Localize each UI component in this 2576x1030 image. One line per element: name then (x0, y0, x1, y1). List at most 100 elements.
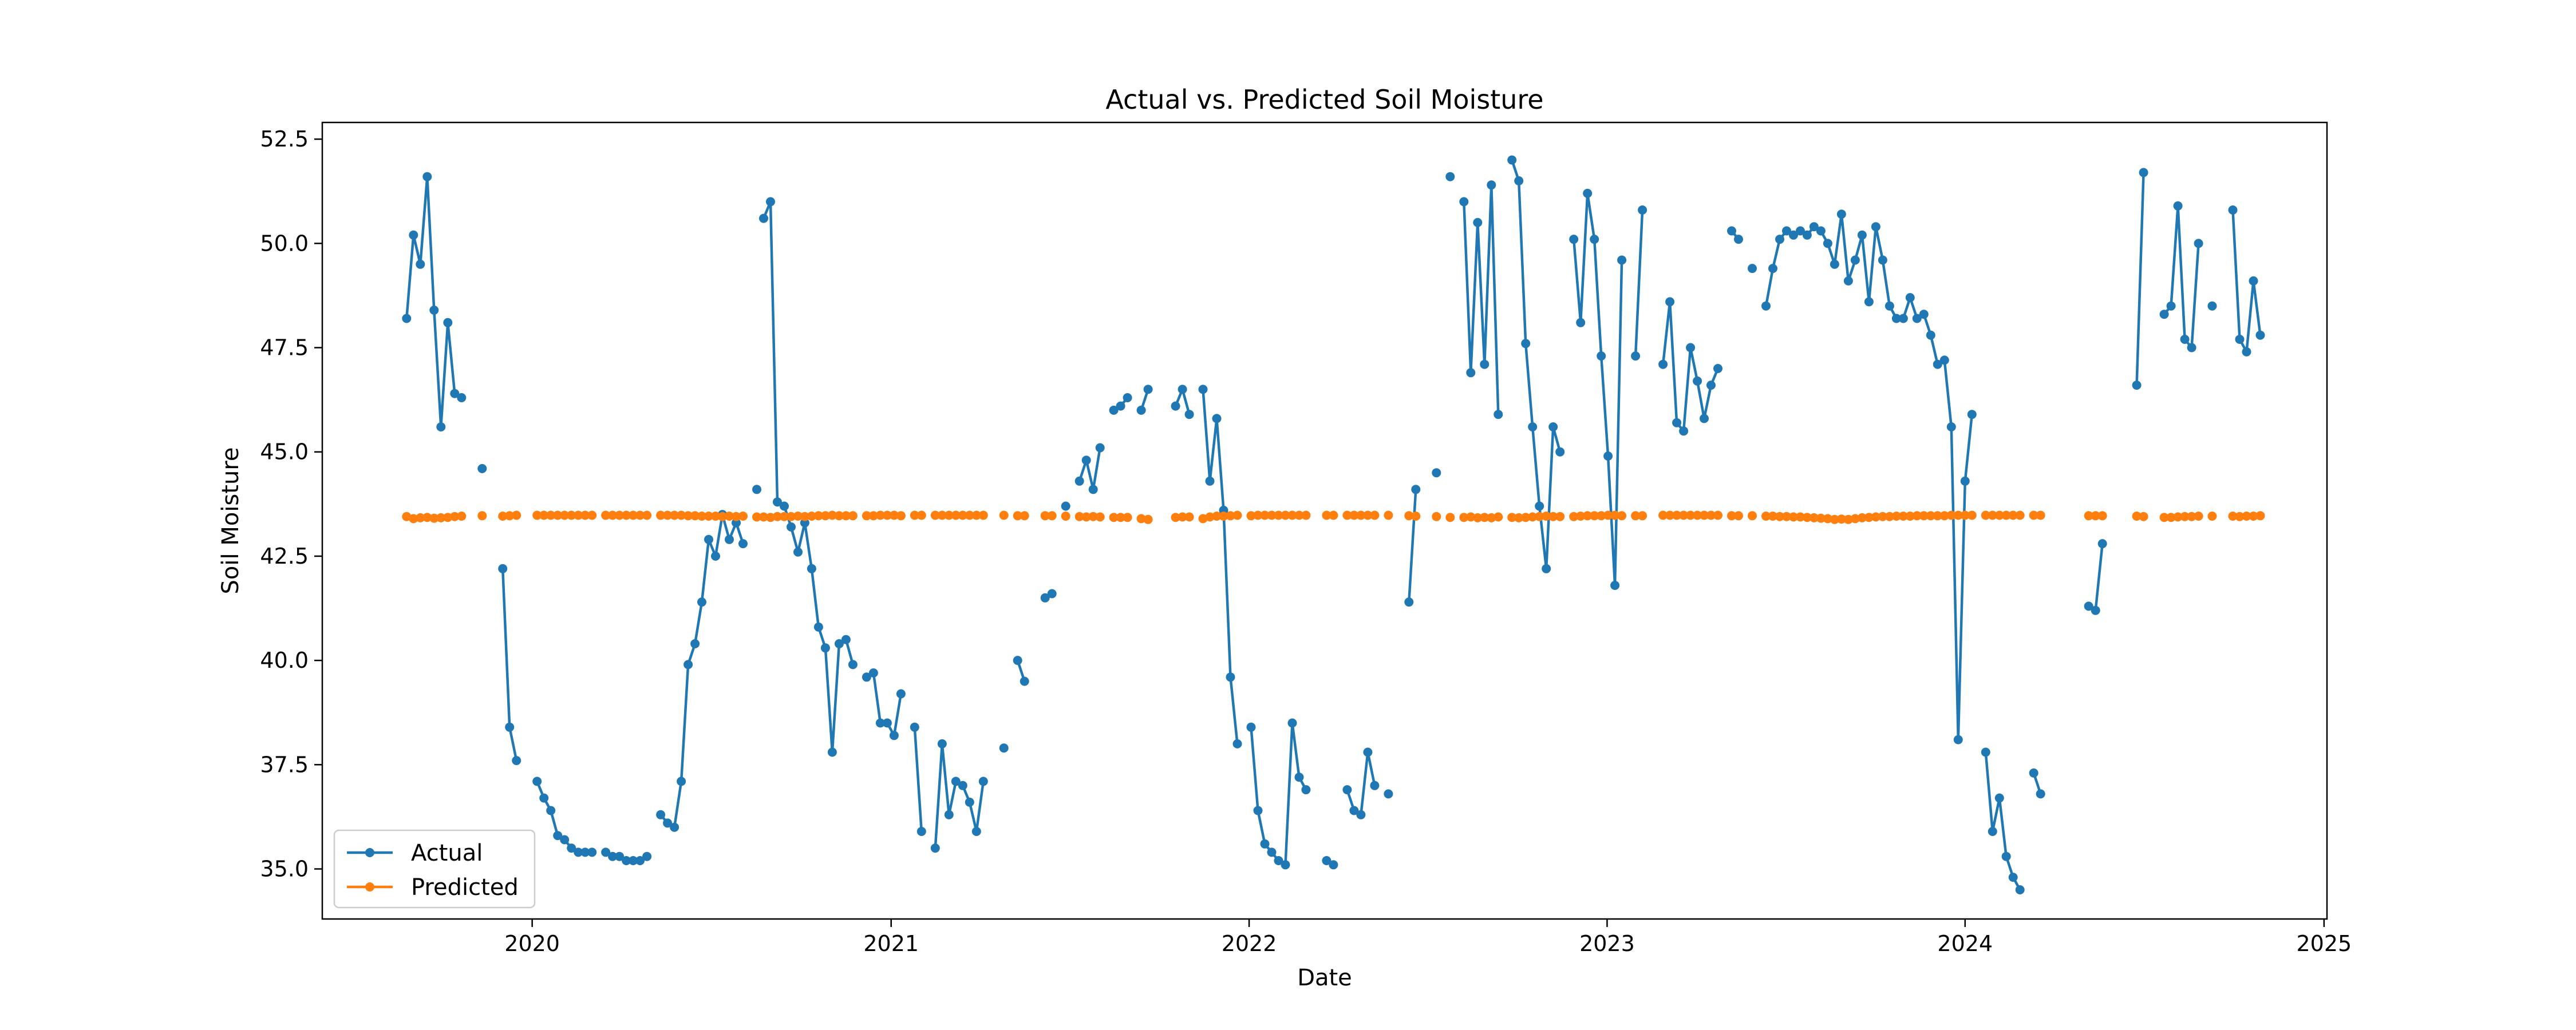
data-point-predicted (1583, 511, 1593, 521)
data-point-actual (1356, 810, 1366, 819)
data-point-actual (1301, 785, 1311, 795)
data-point-predicted (580, 510, 590, 520)
data-point-actual (2159, 310, 2169, 319)
data-point-actual (875, 718, 885, 728)
y-tick-label: 52.5 (260, 126, 309, 152)
data-point-actual (1665, 297, 1675, 307)
data-point-predicted (1638, 511, 1647, 521)
legend: Actual Predicted (333, 829, 536, 909)
data-point-actual (2166, 301, 2176, 311)
data-point-actual (1171, 401, 1180, 411)
data-point-predicted (718, 512, 727, 521)
data-point-predicted (1116, 513, 1125, 522)
data-point-predicted (1301, 510, 1311, 520)
data-point-predicted (1734, 511, 1743, 521)
data-point-actual (1843, 276, 1853, 286)
data-point-actual (1136, 405, 1146, 415)
data-point-predicted (1926, 511, 1935, 521)
data-point-actual (677, 777, 686, 786)
data-point-predicted (732, 512, 741, 521)
data-point-actual (1384, 789, 1393, 799)
data-point-actual (2173, 201, 2183, 211)
data-point-actual (615, 851, 625, 861)
data-point-predicted (2173, 512, 2183, 522)
data-point-predicted (1473, 513, 1483, 522)
series-line-actual (1634, 209, 1644, 356)
data-point-actual (1597, 351, 1606, 361)
y-tick-label: 42.5 (260, 544, 309, 569)
data-point-predicted (2097, 511, 2107, 521)
data-point-actual (2242, 347, 2251, 356)
data-point-actual (759, 213, 768, 223)
data-point-predicted (1555, 512, 1565, 521)
data-point-predicted (2242, 512, 2251, 521)
data-point-predicted (766, 513, 775, 522)
data-point-predicted (1342, 510, 1352, 520)
data-point-actual (1109, 405, 1119, 415)
data-point-actual (1342, 785, 1352, 795)
data-point-predicted (1597, 511, 1606, 521)
data-point-predicted (1088, 512, 1098, 521)
data-point-predicted (622, 510, 631, 520)
series-line-actual (913, 727, 923, 832)
data-point-actual (2235, 335, 2245, 344)
data-point-predicted (1706, 510, 1716, 520)
data-point-predicted (697, 512, 706, 521)
data-point-actual (868, 668, 878, 678)
data-point-predicted (1081, 512, 1091, 522)
data-point-predicted (1802, 513, 1812, 522)
data-point-actual (752, 485, 761, 494)
x-tick-label: 2021 (863, 931, 919, 956)
data-point-predicted (2091, 511, 2100, 521)
data-point-predicted (1617, 511, 1627, 521)
data-point-actual (896, 689, 906, 699)
data-point-actual (1267, 847, 1277, 857)
data-point-actual (1095, 443, 1105, 453)
data-point-actual (1542, 564, 1551, 573)
data-point-actual (704, 534, 713, 544)
data-point-predicted (450, 512, 460, 521)
y-tick-label: 37.5 (260, 752, 309, 777)
data-point-actual (1576, 318, 1586, 327)
data-point-predicted (2008, 510, 2018, 520)
data-point-actual (1884, 301, 1894, 311)
data-point-predicted (656, 510, 666, 520)
data-point-predicted (711, 512, 720, 521)
data-point-actual (1212, 414, 1222, 423)
data-point-predicted (1445, 513, 1455, 522)
series-line-actual (1078, 447, 1101, 491)
data-point-predicted (1198, 514, 1208, 524)
y-tick-label: 45.0 (260, 439, 309, 465)
data-point-predicted (1988, 510, 1997, 520)
data-point-actual (642, 851, 652, 861)
data-point-actual (1782, 226, 1791, 236)
data-point-actual (457, 393, 467, 402)
data-point-actual (532, 777, 542, 786)
data-point-actual (450, 389, 460, 398)
data-point-actual (1411, 485, 1421, 494)
data-point-actual (1933, 359, 1942, 369)
data-point-actual (1088, 485, 1098, 494)
data-point-actual (1802, 230, 1812, 240)
data-point-actual (1946, 422, 1956, 431)
data-point-actual (958, 781, 967, 790)
data-point-actual (1878, 255, 1887, 265)
data-point-actual (560, 835, 570, 845)
data-point-predicted (1487, 513, 1496, 522)
data-point-predicted (1898, 512, 1908, 521)
data-point-predicted (498, 512, 508, 521)
data-point-predicted (1542, 512, 1551, 521)
data-point-actual (807, 564, 816, 573)
legend-label-actual: Actual (411, 840, 483, 866)
data-point-predicted (1576, 512, 1586, 521)
data-point-predicted (875, 510, 885, 520)
data-point-predicted (807, 512, 816, 521)
data-point-actual (416, 259, 425, 269)
data-point-predicted (704, 512, 713, 521)
data-point-actual (1528, 422, 1538, 431)
data-point-predicted (848, 511, 858, 521)
data-point-actual (1184, 410, 1194, 419)
y-axis-label: Soil Moisture (218, 447, 244, 595)
data-point-actual (1871, 222, 1880, 232)
